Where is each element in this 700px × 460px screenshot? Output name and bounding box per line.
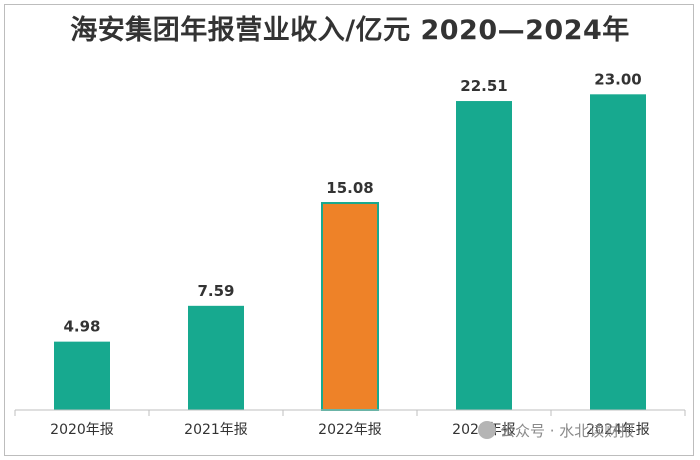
x-tick-label: 2020年报 bbox=[50, 422, 114, 438]
x-tick-marks bbox=[14, 410, 686, 416]
bar bbox=[590, 94, 646, 411]
x-tick-label: 2024年报 bbox=[586, 422, 650, 438]
chart-title: 海安集团年报营业收入/亿元 2020—2024年 bbox=[70, 15, 630, 46]
bar bbox=[456, 101, 512, 410]
watermark-text: 公众号 · 水北读财报 bbox=[500, 422, 635, 440]
bars-group bbox=[54, 94, 646, 411]
wechat-icon bbox=[478, 421, 496, 439]
x-tick-label: 2022年报 bbox=[318, 422, 382, 438]
bar-value-label: 23.00 bbox=[594, 70, 641, 88]
bar bbox=[321, 202, 379, 411]
bar bbox=[54, 341, 110, 410]
value-labels-group: 4.98 7.59 15.08 22.51 23.00 bbox=[63, 70, 641, 335]
bar bbox=[188, 305, 244, 410]
bar-value-label: 7.59 bbox=[197, 282, 234, 300]
bar-value-label: 22.51 bbox=[460, 77, 507, 95]
bar-value-label: 4.98 bbox=[63, 318, 100, 336]
bar-value-label: 15.08 bbox=[326, 179, 373, 197]
x-tick-label: 2021年报 bbox=[184, 422, 248, 438]
watermark: 公众号 · 水北读财报 bbox=[478, 420, 634, 441]
x-tick-labels-group: 2020年报2021年报2022年报2023年报2024年报 bbox=[50, 422, 650, 438]
